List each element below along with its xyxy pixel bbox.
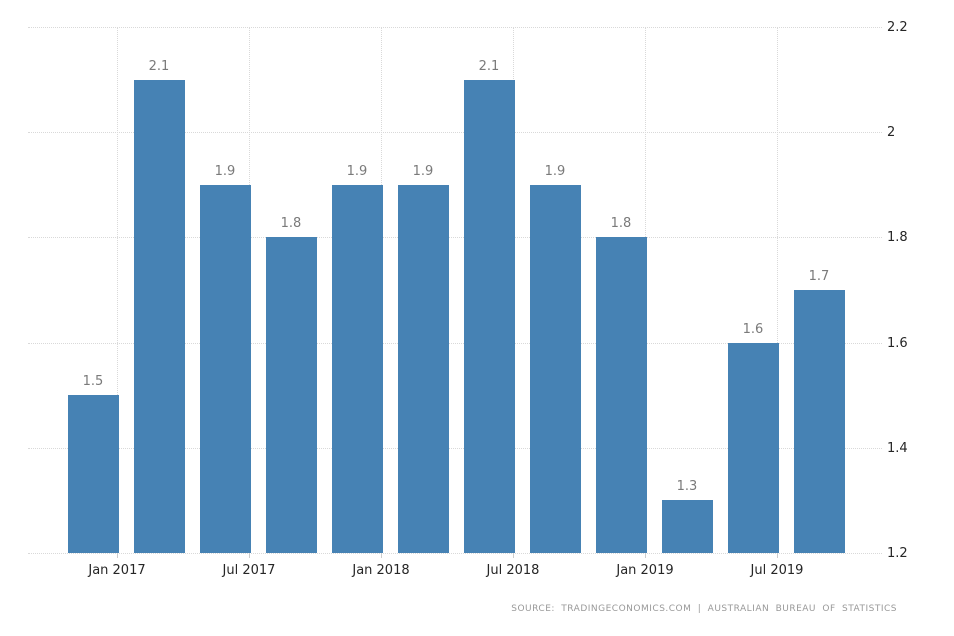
bar[interactable] [727,343,779,553]
gridline-horizontal [28,237,882,238]
y-axis-tick-label: 1.2 [887,546,908,561]
x-axis-tick-label: Jan 2017 [88,563,146,578]
bar-value-label: 1.9 [412,164,434,179]
bar[interactable] [397,185,449,553]
gridline-vertical [117,27,118,553]
bar[interactable] [661,500,713,553]
x-axis-tick-mark [117,553,118,558]
y-axis-tick-label: 2 [887,125,896,140]
x-axis-tick-label: Jan 2019 [616,563,674,578]
bar-value-label: 1.3 [676,479,698,494]
y-axis-tick-label: 1.8 [887,230,908,245]
gridline-horizontal [28,27,882,28]
bar[interactable] [67,395,119,553]
x-axis-tick-label: Jul 2017 [222,563,276,578]
x-axis-tick-mark [513,553,514,558]
bar-value-label: 1.5 [82,374,104,389]
bar[interactable] [199,185,251,553]
gridline-horizontal [28,553,882,554]
x-axis-tick-mark [249,553,250,558]
y-axis-tick-label: 1.6 [887,336,908,351]
bar[interactable] [133,80,185,553]
gridline-vertical [777,27,778,553]
bar-value-label: 1.9 [544,164,566,179]
bar-value-label: 2.1 [478,59,500,74]
bar[interactable] [595,237,647,553]
x-axis-tick-mark [777,553,778,558]
y-axis-tick-label: 1.4 [887,441,908,456]
y-axis-tick-label: 2.2 [887,20,908,35]
bar-value-label: 1.6 [742,322,764,337]
gridline-horizontal [28,343,882,344]
x-axis-tick-mark [645,553,646,558]
x-axis-tick-label: Jul 2019 [750,563,804,578]
bar[interactable] [331,185,383,553]
bar-value-label: 2.1 [148,59,170,74]
gridline-horizontal [28,132,882,133]
source-credit: SOURCE: TRADINGECONOMICS.COM | AUSTRALIA… [511,604,897,614]
bar-value-label: 1.7 [808,269,830,284]
bar-value-label: 1.8 [280,216,302,231]
bar-value-label: 1.9 [214,164,236,179]
bar-value-label: 1.8 [610,216,632,231]
x-axis-tick-mark [381,553,382,558]
bar[interactable] [793,290,845,553]
gridline-horizontal [28,448,882,449]
bar-value-label: 1.9 [346,164,368,179]
bar[interactable] [265,237,317,553]
x-axis-tick-label: Jul 2018 [486,563,540,578]
plot-area: 2.2 2 1.8 1.6 1.4 1.2 Jan 2017 Jul 2017 Jan 2018… [28,20,908,578]
bar[interactable] [463,80,515,553]
x-axis-tick-label: Jan 2018 [352,563,410,578]
bar[interactable] [529,185,581,553]
